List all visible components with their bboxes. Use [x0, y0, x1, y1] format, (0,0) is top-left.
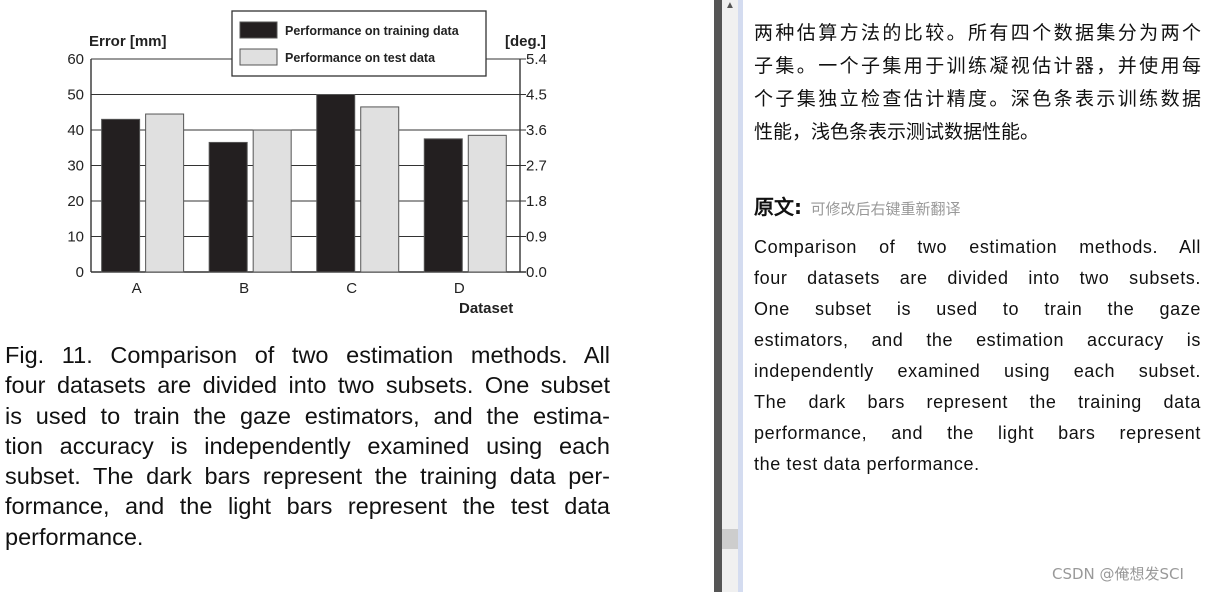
chevron-up-icon[interactable]: ▲ [725, 0, 735, 11]
y-right-tick-label: 3.6 [526, 122, 547, 139]
y-tick-label: 10 [67, 229, 84, 246]
x-axis-label: Dataset [459, 300, 513, 317]
y-right-tick-label: 1.8 [526, 193, 547, 210]
scrollbar-thumb[interactable] [722, 529, 738, 549]
x-tick-label: B [239, 280, 249, 297]
y-tick-label: 40 [67, 122, 84, 139]
x-tick-label: C [346, 280, 357, 297]
original-line: Comparison of two estimation methods. Al… [754, 237, 1201, 257]
translation-line: 子集。一个子集用于训练凝视估计器，并使用每 [754, 55, 1201, 77]
y-right-tick-label: 0.0 [526, 264, 547, 281]
legend-box [231, 10, 487, 77]
original-text[interactable]: Comparison of two estimation methods. Al… [754, 232, 1201, 480]
original-hint: 可修改后右键重新翻译 [810, 200, 961, 218]
bar-training [423, 138, 463, 273]
y-right-tick-label: 5.4 [526, 51, 547, 68]
caption-line: Fig. 11. Comparison of two estimation me… [5, 342, 610, 368]
bar-test [252, 129, 292, 273]
bar-test [467, 134, 507, 273]
y-tick-label: 20 [67, 193, 84, 210]
bar-test [145, 113, 185, 273]
legend-label: Performance on test data [285, 51, 436, 65]
watermark: CSDN @俺想发SCI [1052, 565, 1184, 583]
y-tick-label: 50 [67, 87, 84, 104]
bar-training [101, 118, 141, 273]
original-line: the test data performance. [754, 454, 980, 474]
original-line: four datasets are divided into two subse… [754, 268, 1201, 288]
original-header: 原文: 可修改后右键重新翻译 [754, 191, 960, 220]
scrollbar[interactable]: ▲ [722, 0, 738, 592]
original-line: estimators, and the estimation accuracy … [754, 330, 1201, 350]
caption-line: is used to train the gaze estimators, an… [5, 402, 610, 429]
y-tick-label: 0 [76, 264, 84, 281]
bar-chart: 0 0.0 10 0.9 20 1.8 30 2.7 40 3.6 50 4.5 60 5.4 A B C D Er… [67, 10, 547, 317]
y-right-tick-label: 0.9 [526, 229, 547, 246]
translation-text[interactable]: 两种估算方法的比较。所有四个数据集分为两个 子集。一个子集用于训练凝视估计器，并使… [754, 17, 1201, 149]
panel-border [738, 0, 743, 592]
legend-swatch [239, 21, 278, 39]
y-right-tick-label: 2.7 [526, 158, 547, 175]
y-right-axis-label: [deg.] [505, 33, 546, 50]
caption-line: tion accuracy is independently examined … [5, 432, 610, 459]
x-tick-label: A [132, 280, 142, 297]
bar-training [208, 141, 248, 273]
caption-line: four datasets are divided into two subse… [5, 372, 610, 399]
original-label: 原文: [754, 195, 802, 219]
figure-caption: Fig. 11. Comparison of two estimation me… [5, 340, 610, 552]
y-tick-label: 30 [67, 158, 84, 175]
caption-line: subset. The dark bars represent the trai… [5, 463, 610, 490]
caption-line: performance. [5, 523, 144, 550]
panel-divider[interactable] [714, 0, 722, 592]
bar-test [360, 106, 400, 273]
bar-training [316, 94, 356, 273]
y-tick-label: 60 [67, 51, 84, 68]
legend-swatch [239, 48, 278, 66]
original-line: The dark bars represent the training dat… [754, 392, 1201, 412]
translation-line: 性能，浅色条表示测试数据性能。 [754, 121, 1040, 143]
translation-line: 个子集独立检查估计精度。深色条表示训练数据 [754, 88, 1201, 110]
x-tick-label: D [454, 280, 465, 297]
y-axis-label: Error [mm] [89, 33, 167, 50]
original-line: independently examined using each subset… [754, 361, 1201, 381]
y-right-tick-label: 4.5 [526, 87, 547, 104]
legend-label: Performance on training data [285, 24, 460, 38]
original-line: performance, and the light bars represen… [754, 423, 1201, 443]
original-line: One subset is used to train the gaze [754, 299, 1201, 319]
translation-line: 两种估算方法的比较。所有四个数据集分为两个 [754, 22, 1201, 44]
pdf-page: 0 0.0 10 0.9 20 1.8 30 2.7 40 3.6 50 4.5 60 5.4 A B C D Er… [5, 10, 610, 552]
caption-line: formance, and the light bars represent t… [5, 493, 610, 520]
